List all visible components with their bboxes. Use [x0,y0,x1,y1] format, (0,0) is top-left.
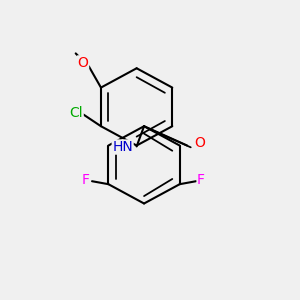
Text: Cl: Cl [70,106,83,120]
Text: O: O [194,136,205,150]
Text: F: F [82,173,90,187]
Text: F: F [197,173,205,187]
Text: HN: HN [112,140,133,154]
Text: O: O [78,56,88,70]
